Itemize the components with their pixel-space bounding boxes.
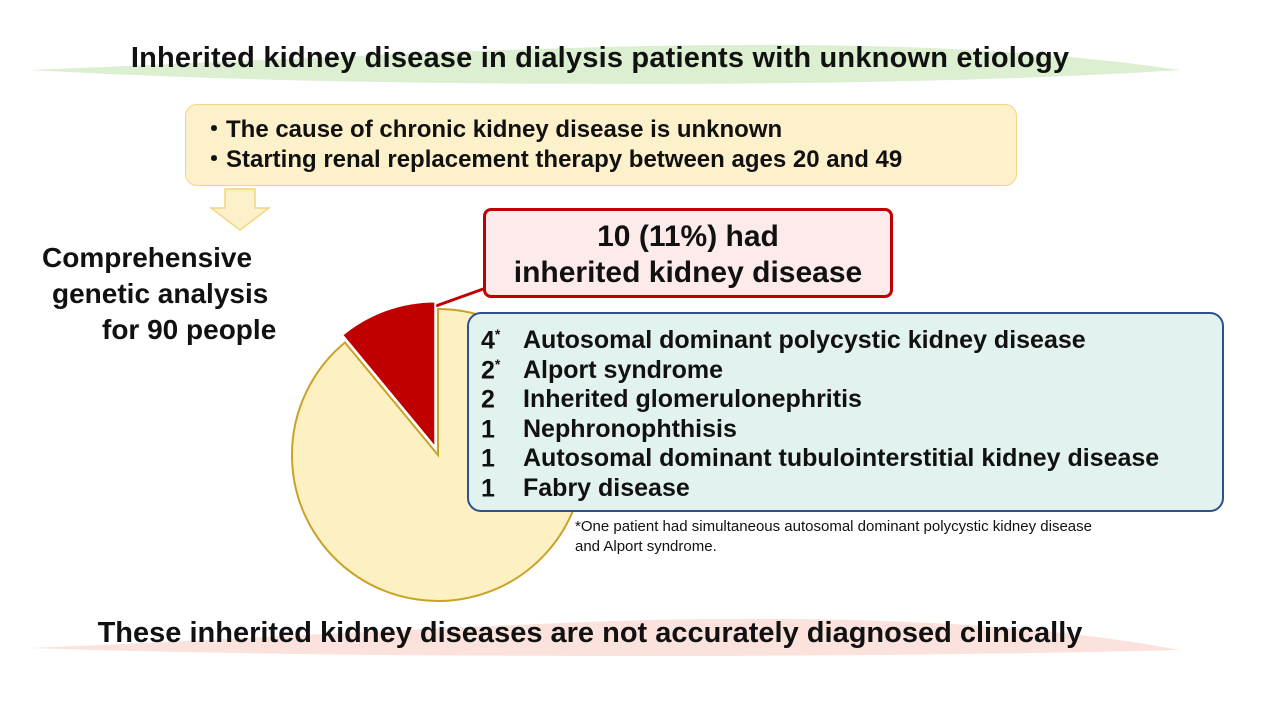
disease-row: 1 Fabry disease: [481, 474, 1222, 504]
criteria-line: ・Starting renal replacement therapy betw…: [202, 146, 903, 173]
analysis-line: Comprehensive: [42, 242, 253, 273]
conclusion-text: These inherited kidney diseases are not …: [97, 617, 1083, 649]
disease-count: 2*: [481, 355, 501, 384]
disease-row: 4* Autosomal dominant polycystic kidney …: [481, 326, 1222, 356]
down-arrow-icon: [209, 188, 271, 231]
analysis-line: for 90 people: [102, 314, 277, 345]
pie-slice-inherited: [340, 300, 437, 451]
criteria-line: ・The cause of chronic kidney disease is …: [202, 116, 783, 143]
disease-count: 4*: [481, 326, 501, 355]
title-highlight-band: [30, 44, 1180, 84]
disease-count: 1: [481, 474, 495, 503]
footnote-line: *One patient had simultaneous autosomal …: [575, 518, 1092, 535]
analysis-line: genetic analysis: [52, 278, 269, 309]
disease-list-box: 4* Autosomal dominant polycystic kidney …: [467, 312, 1224, 512]
disease-row: 2* Alport syndrome: [481, 356, 1222, 386]
conclusion-highlight-band: [30, 618, 1180, 656]
disease-count: 2: [481, 385, 495, 414]
result-callout-box: 10 (11%) had inherited kidney disease: [483, 208, 893, 298]
inclusion-criteria-box: ・The cause of chronic kidney disease is …: [185, 104, 1017, 186]
genetic-analysis-label: Comprehensive genetic analysis for 90 pe…: [30, 240, 320, 348]
disease-name: Inherited glomerulonephritis: [523, 385, 862, 414]
disease-name: Nephronophthisis: [523, 414, 737, 443]
disease-row: 1 Nephronophthisis: [481, 415, 1222, 445]
slide-title: Inherited kidney disease in dialysis pat…: [130, 42, 1070, 74]
disease-name: Autosomal dominant polycystic kidney dis…: [523, 326, 1086, 354]
footnote: *One patient had simultaneous autosomal …: [575, 517, 1255, 557]
footnote-line: and Alport syndrome.: [575, 538, 717, 555]
disease-row: 2 Inherited glomerulonephritis: [481, 385, 1222, 415]
result-line: inherited kidney disease: [513, 256, 863, 289]
disease-row: 1 Autosomal dominant tubulointerstitial …: [481, 444, 1222, 474]
result-line: 10 (11%) had: [597, 220, 779, 253]
callout-line: [432, 286, 487, 309]
disease-name: Fabry disease: [523, 473, 690, 502]
disease-name: Autosomal dominant tubulointerstitial ki…: [523, 444, 1160, 473]
disease-name: Alport syndrome: [523, 355, 724, 384]
disease-count: 1: [481, 415, 495, 444]
disease-count: 1: [481, 444, 495, 473]
